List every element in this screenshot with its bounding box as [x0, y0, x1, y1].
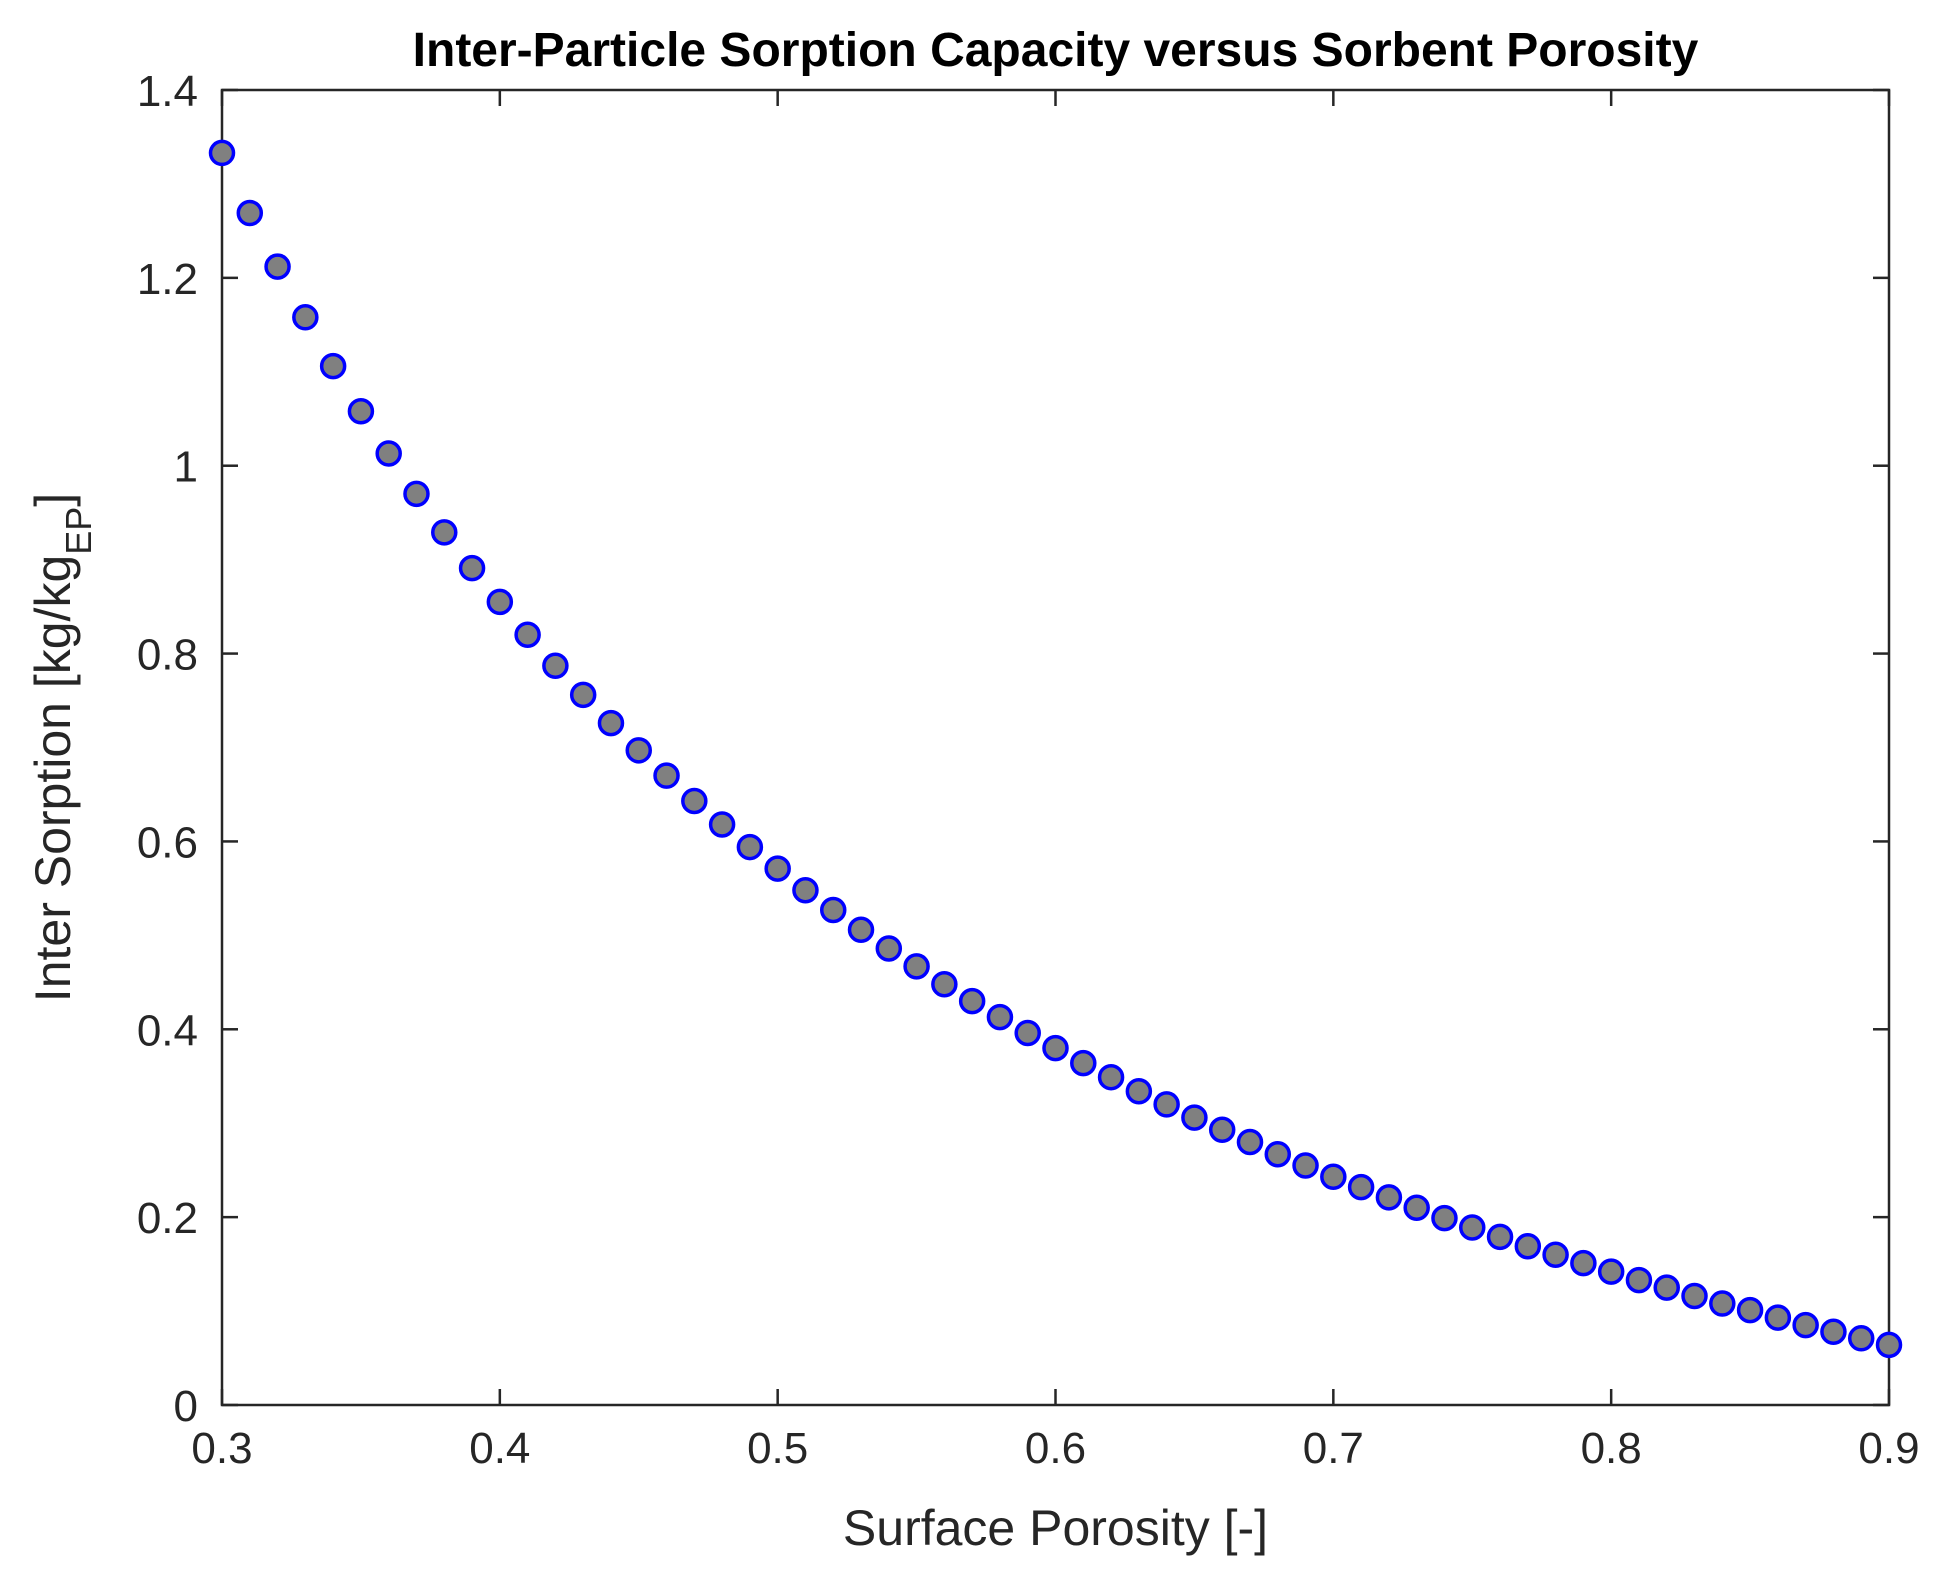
data-point [875, 935, 903, 962]
data-point [597, 709, 625, 737]
data-point [1181, 1104, 1208, 1131]
data-point [1403, 1194, 1430, 1221]
axis-ticks [220, 88, 1891, 1407]
data-point [1736, 1296, 1764, 1324]
y-axis-title: Inter Sorption [kg/kgEP] [25, 493, 99, 1002]
data-point [1236, 1128, 1264, 1156]
data-point [792, 877, 819, 904]
data-point [986, 1003, 1014, 1031]
data-point [1681, 1282, 1708, 1310]
data-point [1847, 1325, 1875, 1352]
data-point [236, 199, 264, 227]
data-point [431, 519, 458, 546]
data-point [1486, 1223, 1514, 1251]
y-axis-title-subscript: EP [58, 507, 99, 555]
data-point [292, 304, 319, 331]
data-point [1875, 1331, 1903, 1359]
data-point [653, 762, 680, 789]
y-tick-label: 0.6 [137, 818, 198, 867]
data-point [1570, 1249, 1597, 1277]
data-point [208, 139, 236, 167]
x-tick-label: 0.3 [191, 1424, 252, 1473]
data-point [903, 953, 930, 980]
data-point [1097, 1063, 1125, 1091]
y-tick-label: 1 [174, 443, 198, 492]
data-point [486, 588, 514, 616]
data-point [819, 896, 847, 924]
data-point [1431, 1204, 1458, 1232]
data-point [1709, 1290, 1736, 1317]
chart-title: Inter-Particle Sorption Capacity versus … [413, 24, 1699, 77]
data-point [931, 970, 958, 998]
y-tick-label: 0.2 [137, 1194, 198, 1243]
x-axis-title: Surface Porosity [-] [843, 1500, 1268, 1556]
data-point [1653, 1274, 1680, 1301]
data-points [208, 139, 1903, 1359]
data-point [458, 554, 486, 582]
data-point [847, 916, 875, 943]
data-point [958, 987, 986, 1015]
data-point [375, 440, 402, 467]
data-point [514, 621, 541, 649]
data-point [1542, 1241, 1569, 1268]
data-point [736, 833, 764, 861]
data-point [764, 855, 791, 882]
data-point [1597, 1258, 1625, 1285]
data-point [1514, 1233, 1542, 1260]
y-tick-label: 0 [174, 1382, 198, 1431]
data-point [1014, 1019, 1041, 1047]
data-point [1292, 1152, 1319, 1179]
data-point [1820, 1318, 1847, 1345]
data-point [1320, 1163, 1347, 1191]
x-tick-label: 0.9 [1858, 1424, 1919, 1473]
x-tick-label: 0.4 [469, 1424, 530, 1473]
data-point [347, 397, 375, 425]
data-point [1764, 1304, 1792, 1331]
data-point [1347, 1173, 1375, 1201]
y-tick-label: 0.4 [137, 1006, 198, 1055]
data-point [625, 737, 652, 764]
data-point [569, 681, 597, 709]
data-point [708, 811, 736, 838]
x-tick-labels: 0.3 0.4 0.5 0.6 0.7 0.8 0.9 [191, 1424, 1919, 1473]
data-point [1070, 1049, 1097, 1077]
plot-area-frame [220, 88, 1891, 1407]
data-point [1264, 1140, 1292, 1168]
x-tick-label: 0.8 [1581, 1424, 1642, 1473]
x-tick-label: 0.7 [1303, 1424, 1364, 1473]
y-tick-labels: 0 0.2 0.4 0.6 0.8 1 1.2 1.4 [137, 67, 198, 1431]
data-point [403, 480, 430, 508]
data-point [319, 352, 347, 380]
data-point [1042, 1034, 1069, 1062]
data-point [1153, 1091, 1180, 1118]
data-point [1375, 1184, 1403, 1211]
y-axis-title-close: ] [25, 493, 81, 507]
data-point [542, 652, 569, 680]
data-point [1459, 1214, 1486, 1241]
data-point [264, 253, 291, 280]
y-axis-title-main: Inter Sorption [kg/kg [25, 555, 81, 1002]
data-point [1208, 1116, 1236, 1144]
y-tick-label: 1.4 [137, 67, 198, 116]
data-point [1792, 1311, 1819, 1339]
x-tick-label: 0.6 [1025, 1424, 1086, 1473]
data-point [681, 787, 708, 815]
data-point [1125, 1078, 1153, 1105]
y-tick-label: 1.2 [137, 255, 198, 304]
y-tick-label: 0.8 [137, 631, 198, 680]
data-point [1625, 1266, 1653, 1294]
x-tick-label: 0.5 [747, 1424, 808, 1473]
